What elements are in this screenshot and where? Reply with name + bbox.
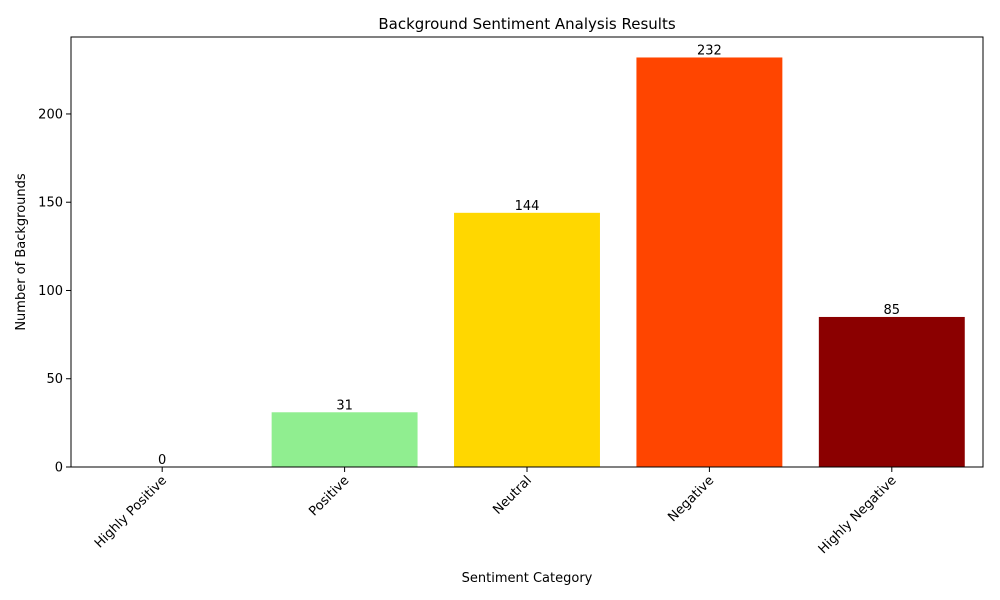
y-tick-label: 150 <box>38 196 63 211</box>
x-axis-label: Sentiment Category <box>462 571 593 586</box>
y-axis: 0 50 100 150 200 <box>38 107 71 476</box>
bar <box>636 57 783 467</box>
x-tick-label: Positive <box>306 473 352 519</box>
x-tick-label: Highly Negative <box>816 473 900 557</box>
bar <box>271 412 418 467</box>
bar <box>454 212 600 467</box>
x-tick-label: Highly Positive <box>92 473 170 551</box>
data-label: 0 <box>158 453 166 468</box>
y-tick-label: 200 <box>38 107 63 122</box>
chart-title: Background Sentiment Analysis Results <box>378 15 675 33</box>
y-axis-label: Number of Backgrounds <box>14 173 29 331</box>
y-tick-label: 0 <box>55 461 63 476</box>
data-label: 31 <box>336 398 353 413</box>
data-label: 232 <box>697 43 722 58</box>
x-tick-label: Negative <box>665 473 717 525</box>
y-tick-label: 50 <box>46 372 63 387</box>
x-axis: Highly Positive Positive Neutral Negative Hi… <box>92 467 900 557</box>
x-tick-label: Neutral <box>490 473 535 518</box>
data-label: 85 <box>884 303 901 318</box>
plot-frame <box>70 36 984 468</box>
plot-area: 0 31 144 232 85 <box>158 43 965 468</box>
data-label: 144 <box>515 199 540 214</box>
bar <box>818 316 965 467</box>
y-tick-label: 100 <box>38 284 63 299</box>
